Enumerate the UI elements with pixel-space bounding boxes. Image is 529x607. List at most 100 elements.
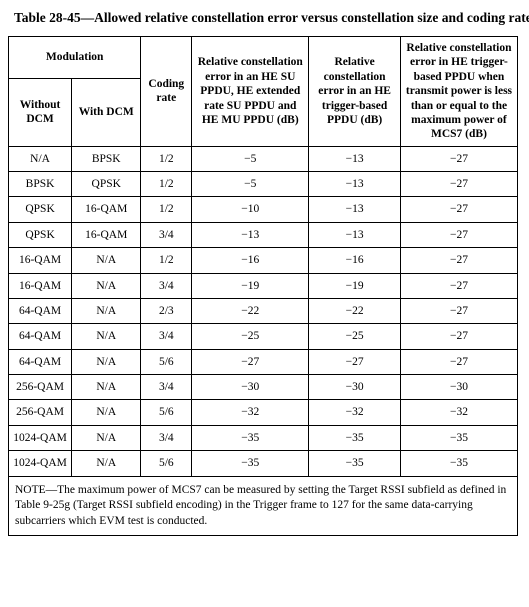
table-cell: 5/6 (141, 400, 192, 425)
table-cell: 64-QAM (9, 349, 72, 374)
table-cell: 16-QAM (9, 273, 72, 298)
table-cell: −13 (192, 222, 309, 247)
table-cell: QPSK (72, 172, 141, 197)
table-row: 16-QAMN/A3/4−19−19−27 (9, 273, 518, 298)
table-cell: N/A (72, 425, 141, 450)
table-cell: 1/2 (141, 248, 192, 273)
table-cell: −35 (309, 425, 401, 450)
table-cell: −13 (309, 197, 401, 222)
col-without-dcm: Without DCM (9, 78, 72, 146)
table-cell: −19 (309, 273, 401, 298)
table-cell: −32 (309, 400, 401, 425)
table-cell: N/A (72, 375, 141, 400)
col-with-dcm: With DCM (72, 78, 141, 146)
table-row: 256-QAMN/A3/4−30−30−30 (9, 375, 518, 400)
table-cell: 1024-QAM (9, 451, 72, 476)
table-cell: −27 (400, 298, 517, 323)
table-cell: −19 (192, 273, 309, 298)
table-cell: −5 (192, 172, 309, 197)
col-err3: Relative constellation error in HE trigg… (400, 37, 517, 147)
table-row: 16-QAMN/A1/2−16−16−27 (9, 248, 518, 273)
table-cell: 16-QAM (72, 197, 141, 222)
table-cell: 5/6 (141, 349, 192, 374)
table-row: 1024-QAMN/A5/6−35−35−35 (9, 451, 518, 476)
table-cell: −13 (309, 172, 401, 197)
table-cell: −32 (400, 400, 517, 425)
table-cell: −30 (192, 375, 309, 400)
table-title: Table 28-45—Allowed relative constellati… (14, 10, 521, 26)
table-cell: BPSK (72, 146, 141, 171)
constellation-error-table: Modulation Coding rate Relative constell… (8, 36, 518, 536)
table-cell: N/A (72, 273, 141, 298)
col-err1: Relative constellation error in an HE SU… (192, 37, 309, 147)
table-row: 1024-QAMN/A3/4−35−35−35 (9, 425, 518, 450)
table-cell: N/A (72, 324, 141, 349)
table-cell: 3/4 (141, 425, 192, 450)
table-cell: 1/2 (141, 172, 192, 197)
table-cell: 3/4 (141, 324, 192, 349)
table-row: N/ABPSK1/2−5−13−27 (9, 146, 518, 171)
table-cell: 3/4 (141, 273, 192, 298)
table-cell: −10 (192, 197, 309, 222)
table-cell: 16-QAM (9, 248, 72, 273)
table-row: QPSK16-QAM1/2−10−13−27 (9, 197, 518, 222)
col-err2: Relative constellation error in an HE tr… (309, 37, 401, 147)
table-cell: −22 (309, 298, 401, 323)
table-cell: −27 (400, 146, 517, 171)
table-cell: −22 (192, 298, 309, 323)
table-cell: −13 (309, 146, 401, 171)
table-cell: −35 (309, 451, 401, 476)
table-cell: −27 (309, 349, 401, 374)
table-cell: −25 (192, 324, 309, 349)
table-cell: 64-QAM (9, 324, 72, 349)
table-cell: N/A (72, 400, 141, 425)
table-row: QPSK16-QAM3/4−13−13−27 (9, 222, 518, 247)
table-cell: −32 (192, 400, 309, 425)
col-modulation: Modulation (9, 37, 141, 79)
table-cell: 3/4 (141, 375, 192, 400)
table-cell: −27 (400, 197, 517, 222)
table-cell: BPSK (9, 172, 72, 197)
table-cell: −16 (309, 248, 401, 273)
table-cell: −35 (192, 425, 309, 450)
table-cell: N/A (72, 298, 141, 323)
table-cell: 16-QAM (72, 222, 141, 247)
table-cell: −35 (400, 425, 517, 450)
table-cell: −27 (400, 248, 517, 273)
table-row: 64-QAMN/A2/3−22−22−27 (9, 298, 518, 323)
table-cell: −16 (192, 248, 309, 273)
table-cell: −35 (192, 451, 309, 476)
table-cell: −27 (400, 349, 517, 374)
table-cell: QPSK (9, 197, 72, 222)
table-cell: 64-QAM (9, 298, 72, 323)
table-cell: 1/2 (141, 197, 192, 222)
table-cell: 1/2 (141, 146, 192, 171)
table-cell: N/A (72, 451, 141, 476)
table-row: 64-QAMN/A5/6−27−27−27 (9, 349, 518, 374)
table-cell: −27 (400, 324, 517, 349)
table-cell: −27 (400, 172, 517, 197)
table-cell: N/A (9, 146, 72, 171)
col-coding-rate: Coding rate (141, 37, 192, 147)
table-cell: 256-QAM (9, 400, 72, 425)
table-cell: 5/6 (141, 451, 192, 476)
table-cell: −27 (400, 222, 517, 247)
table-cell: 2/3 (141, 298, 192, 323)
table-cell: −5 (192, 146, 309, 171)
table-cell: −13 (309, 222, 401, 247)
table-note: NOTE—The maximum power of MCS7 can be me… (9, 476, 518, 536)
table-cell: −30 (400, 375, 517, 400)
table-cell: N/A (72, 248, 141, 273)
table-row: 256-QAMN/A5/6−32−32−32 (9, 400, 518, 425)
table-cell: 256-QAM (9, 375, 72, 400)
table-cell: N/A (72, 349, 141, 374)
table-cell: −25 (309, 324, 401, 349)
table-row: BPSKQPSK1/2−5−13−27 (9, 172, 518, 197)
table-cell: 3/4 (141, 222, 192, 247)
table-cell: QPSK (9, 222, 72, 247)
table-row: 64-QAMN/A3/4−25−25−27 (9, 324, 518, 349)
table-cell: −30 (309, 375, 401, 400)
table-cell: −27 (400, 273, 517, 298)
table-cell: −35 (400, 451, 517, 476)
table-cell: −27 (192, 349, 309, 374)
